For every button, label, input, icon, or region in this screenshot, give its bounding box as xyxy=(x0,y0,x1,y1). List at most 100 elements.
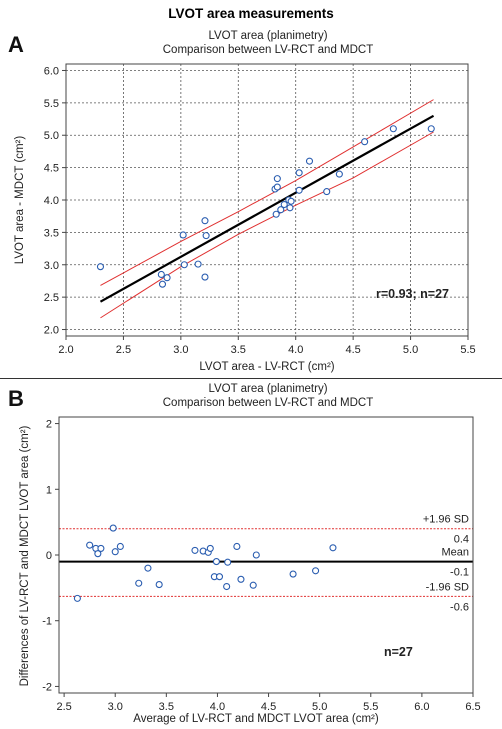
panel-a-y-tick-label: 3.0 xyxy=(44,260,59,272)
panel-b-point xyxy=(224,558,232,566)
panel-a-x-label: LVOT area - LV-RCT (cm²) xyxy=(199,361,334,373)
panel-b-annotation: n=27 xyxy=(384,645,413,659)
panel-a-point xyxy=(273,175,281,183)
panel-b-point xyxy=(86,541,94,549)
panel-b-x-tick-label: 6.0 xyxy=(414,701,429,713)
panel-b-x-ticks: 2.5 3.0 3.5 4.0 4.5 5.0 5.5 6.0 6.5 xyxy=(56,693,481,713)
panel-b-x-label: Average of LV-RCT and MDCT LVOT area (cm… xyxy=(133,713,379,725)
panel-a-y-tick-label: 4.0 xyxy=(44,195,59,207)
panel-a-point xyxy=(389,125,397,133)
panel-a-point xyxy=(361,138,369,146)
panel-b-title: LVOT area (planimetry) xyxy=(208,383,327,395)
panel-a-x-tick-label: 3.0 xyxy=(173,344,188,356)
panel-b-y-label: Differences of LV-RCT and MDCT LVOT area… xyxy=(19,425,31,686)
panel-b-y-tick-label: -2 xyxy=(42,681,52,693)
panel-b-y-tick-label: -1 xyxy=(42,616,52,628)
panel-b-point xyxy=(329,544,337,552)
panel-a-y-tick-label: 2.5 xyxy=(44,292,59,304)
panel-a-x-tick-label: 2.0 xyxy=(58,344,73,356)
panel-a-point xyxy=(295,169,303,177)
panel-b-point xyxy=(155,581,163,589)
panel-b-point xyxy=(233,542,241,551)
panel-b-x-tick-label: 4.5 xyxy=(261,701,276,713)
panel-a-label: A xyxy=(8,32,24,57)
panel-b-x-tick-label: 2.5 xyxy=(56,701,71,713)
panel-b-upper-limit-value: 0.4 xyxy=(454,534,469,546)
panel-a-x-tick-label: 5.5 xyxy=(460,344,475,356)
panel-b-point xyxy=(94,550,102,558)
panel-b-points xyxy=(73,524,337,602)
panel-b-bland-altman: B LVOT area (planimetry) Comparison betw… xyxy=(8,383,481,725)
panel-a-x-tick-label: 4.0 xyxy=(288,344,303,356)
panel-b-point xyxy=(312,567,320,575)
panel-a-point xyxy=(280,200,288,209)
panel-a-y-tick-label: 5.5 xyxy=(44,98,59,110)
panel-b-x-tick-label: 5.0 xyxy=(312,701,327,713)
panel-b-x-tick-label: 3.0 xyxy=(108,701,123,713)
panel-b-point xyxy=(215,573,224,581)
panel-a-point xyxy=(273,183,281,191)
panel-b-x-tick-label: 3.5 xyxy=(159,701,174,713)
panel-a-point xyxy=(202,232,210,240)
panel-a-point xyxy=(427,125,435,133)
panel-a-title: LVOT area (planimetry) xyxy=(208,30,327,42)
panel-a-points xyxy=(96,125,435,288)
panel-a-point xyxy=(201,217,209,225)
panel-a-subtitle: Comparison between LV-RCT and MDCT xyxy=(163,44,374,56)
panel-b-point xyxy=(73,594,81,602)
panel-a-point xyxy=(201,273,209,281)
panel-a-x-tick-label: 5.0 xyxy=(403,344,418,356)
panel-b-limit-lines xyxy=(59,528,473,597)
panel-b-point xyxy=(111,548,119,556)
panel-b-point xyxy=(116,542,124,551)
panel-b-point xyxy=(249,581,257,589)
panel-a-point xyxy=(287,197,295,205)
panel-a-correlation: A LVOT area (planimetry) Comparison betw… xyxy=(8,30,476,373)
panel-a-point xyxy=(163,274,171,282)
panel-a-y-ticks: 2.0 2.5 3.0 3.5 4.0 4.5 5.0 5.5 6.0 xyxy=(44,65,66,337)
panel-b-y-tick-label: 0 xyxy=(46,550,52,562)
panel-a-regression-line xyxy=(99,114,435,303)
panel-b-y-tick-label: 1 xyxy=(46,484,52,496)
panel-b-lower-limit-value: -0.6 xyxy=(450,601,469,613)
panel-a-y-tick-label: 2.0 xyxy=(44,325,59,337)
panel-a-y-label: LVOT area - MDCT (cm²) xyxy=(14,136,26,265)
panel-b-x-tick-label: 4.0 xyxy=(210,701,225,713)
panel-b-point xyxy=(223,582,231,591)
panel-a-grid xyxy=(66,64,468,336)
panel-a-x-tick-label: 3.5 xyxy=(231,344,246,356)
panel-b-subtitle: Comparison between LV-RCT and MDCT xyxy=(163,397,374,409)
panel-a-confidence-upper xyxy=(100,99,434,286)
panel-a-point xyxy=(272,210,280,218)
panel-b-point xyxy=(212,558,220,566)
panel-a-point xyxy=(295,186,303,194)
panel-a-point xyxy=(286,204,294,212)
panel-a-point xyxy=(96,263,105,271)
panel-b-point xyxy=(144,564,152,572)
panel-a-regression xyxy=(99,114,435,303)
panel-a-y-tick-label: 6.0 xyxy=(44,65,59,77)
panel-a-y-tick-label: 4.5 xyxy=(44,163,59,175)
figure-title: LVOT area measurements xyxy=(168,6,334,21)
panel-b-y-ticks: -2 -1 0 1 2 xyxy=(42,419,59,693)
panel-b-lower-limit-label: -1.96 SD xyxy=(426,581,469,593)
panel-a-point xyxy=(194,260,202,268)
panel-a-point xyxy=(180,261,188,269)
panel-b-x-tick-label: 5.5 xyxy=(363,701,378,713)
panel-b-point xyxy=(289,570,297,578)
panel-a-point xyxy=(158,280,167,288)
panel-a-point xyxy=(157,270,165,279)
panel-b-x-tick-label: 6.5 xyxy=(465,701,480,713)
panel-a-y-tick-label: 3.5 xyxy=(44,227,59,239)
panel-a-point xyxy=(323,188,331,196)
panel-b-y-tick-label: 2 xyxy=(46,419,52,431)
panel-b-point xyxy=(237,575,245,583)
panel-b-point xyxy=(252,551,260,559)
panel-a-point xyxy=(277,206,285,214)
panel-a-point xyxy=(305,157,314,165)
panel-a-y-tick-label: 5.0 xyxy=(44,130,59,142)
panel-a-x-tick-label: 2.5 xyxy=(116,344,131,356)
panel-a-point xyxy=(335,170,343,178)
